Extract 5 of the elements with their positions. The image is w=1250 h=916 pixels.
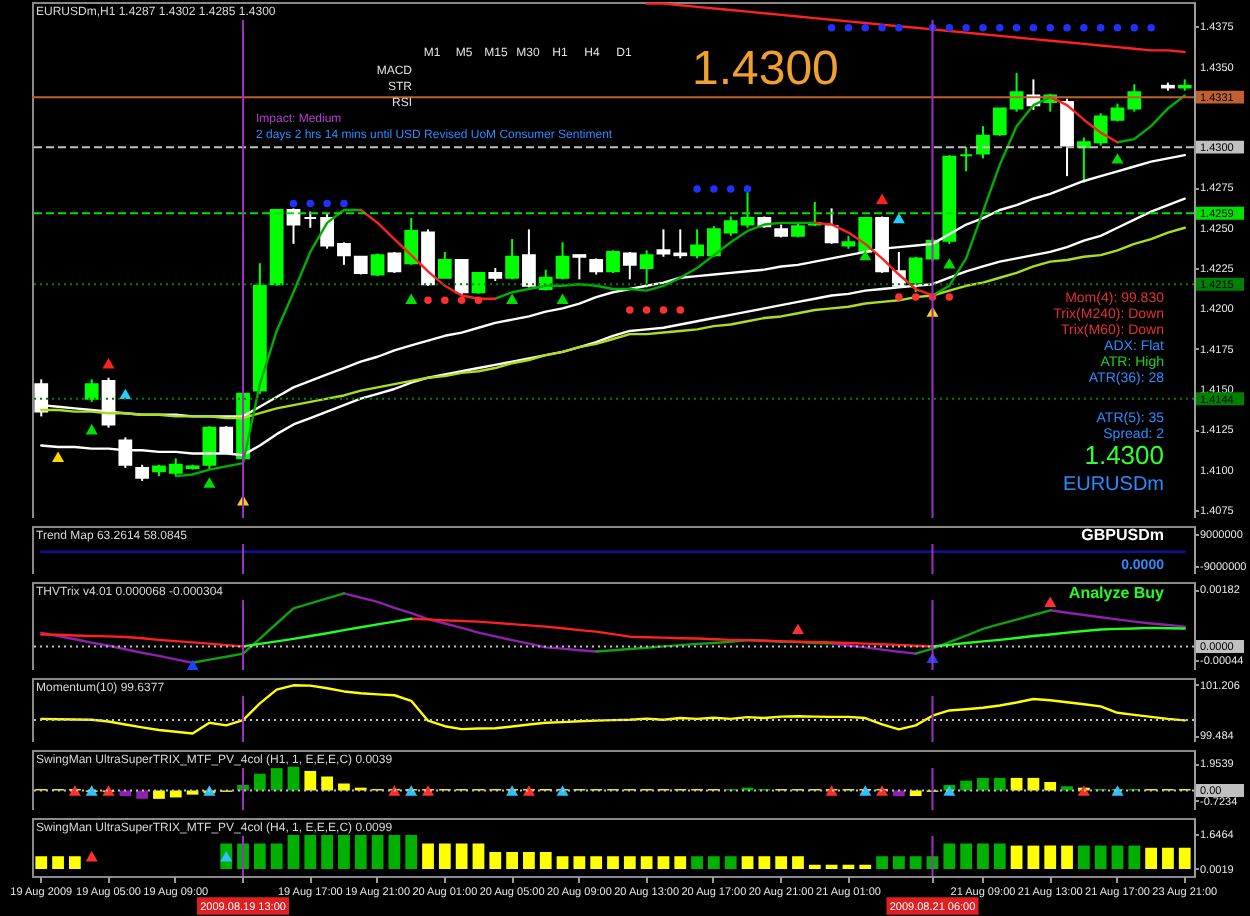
annotation: EURUSDm xyxy=(1062,474,1164,496)
annotation: 1.4300 xyxy=(1084,440,1164,470)
annotation: Analyze Buy xyxy=(1068,584,1166,602)
annotation: 1.4300 xyxy=(692,42,839,96)
annotation: GBPUSDm xyxy=(1081,526,1164,544)
